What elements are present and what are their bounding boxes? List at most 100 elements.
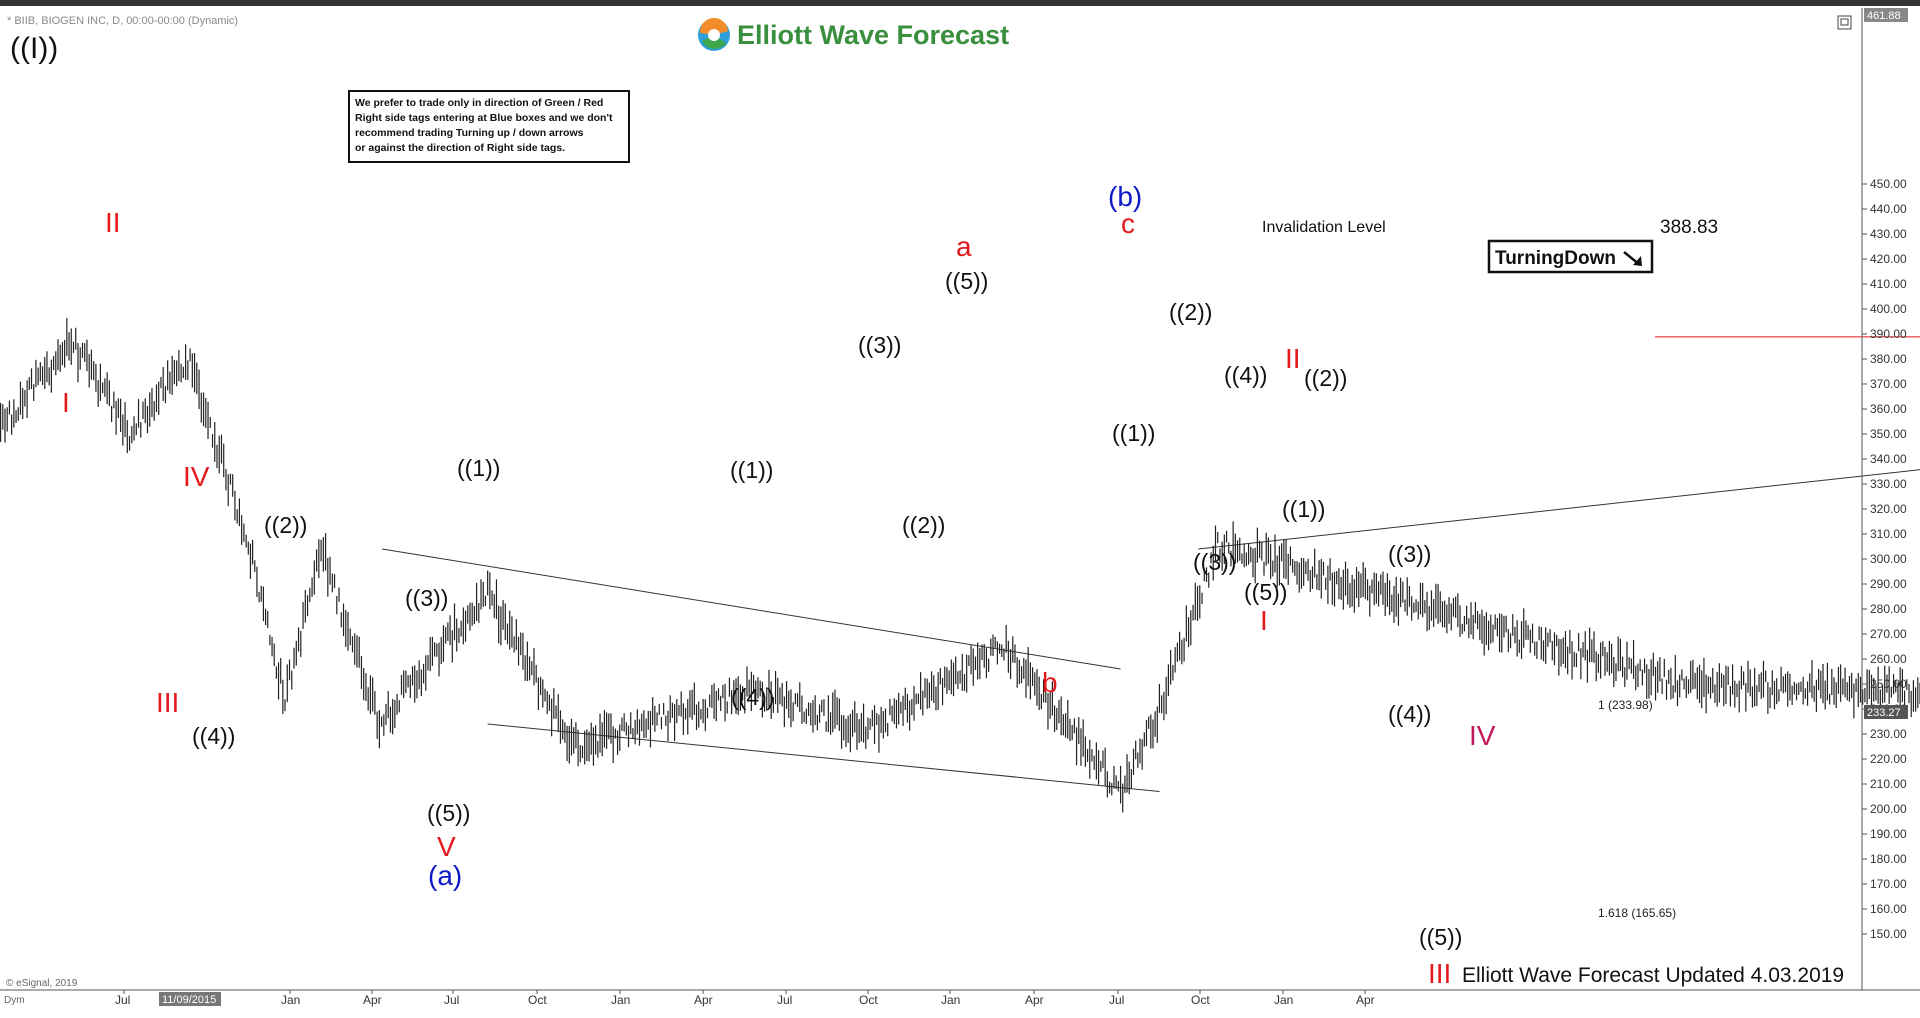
y-tick-label: 340.00 — [1870, 452, 1907, 466]
y-tick-label: 330.00 — [1870, 477, 1907, 491]
box-top-label: 1 (233.98) — [1598, 698, 1653, 712]
price-bars — [0, 318, 1920, 813]
wave-label: ((5)) — [1419, 924, 1462, 950]
x-tick-label: Oct — [528, 993, 547, 1007]
wave-label: ((2)) — [1169, 299, 1212, 325]
wave-label: ((4)) — [192, 723, 235, 749]
invalidation-value: 388.83 — [1660, 217, 1718, 238]
y-tick-label: 280.00 — [1870, 602, 1907, 616]
last-price: 461.88 — [1867, 10, 1901, 22]
logo-text: Elliott Wave Forecast — [737, 20, 1009, 50]
y-tick-label: 420.00 — [1870, 252, 1907, 266]
x-tick-label: Apr — [363, 993, 382, 1007]
note-line-1: We prefer to trade only in direction of … — [355, 97, 603, 109]
wave-label: III — [1428, 958, 1451, 989]
x-tick-label: Oct — [1191, 993, 1210, 1007]
y-tick-label: 150.00 — [1870, 927, 1907, 941]
y-tick-label: 440.00 — [1870, 202, 1907, 216]
y-tick-label: 370.00 — [1870, 377, 1907, 391]
trading-note-box — [348, 90, 630, 163]
wave-label: ((1)) — [457, 455, 500, 481]
wave-label: ((2)) — [902, 512, 945, 538]
x-tick-label: Jan — [611, 993, 630, 1007]
wave-label: (b) — [1108, 181, 1142, 212]
wave-label: ((I)) — [10, 32, 58, 65]
wave-label: ((3)) — [405, 585, 448, 611]
wave-label: ((3)) — [1388, 541, 1431, 567]
wave-label: ((4)) — [731, 684, 774, 710]
wave-label: II — [1285, 343, 1301, 374]
last-price-tag — [1864, 8, 1908, 22]
symbol-line: * BIIB, BIOGEN INC, D, 00:00-00:00 (Dyna… — [7, 15, 238, 27]
x-tick-label: Jan — [1274, 993, 1293, 1007]
trendline — [382, 548, 1121, 670]
x-tick-label: Apr — [694, 993, 713, 1007]
x-tick-label: Jul — [115, 993, 130, 1007]
trendline — [487, 723, 1160, 792]
wave-label: I — [1260, 605, 1268, 636]
wave-label: I — [62, 387, 70, 418]
y-tick-label: 230.00 — [1870, 727, 1907, 741]
x-tick-label: Jan — [281, 993, 300, 1007]
wave-label: II — [105, 207, 121, 238]
cursor-date-tag — [159, 992, 221, 1006]
y-tick-label: 210.00 — [1870, 777, 1907, 791]
turning-down-text: TurningDown — [1495, 248, 1616, 269]
wave-label: c — [1121, 208, 1135, 239]
x-tick-label: Apr — [1356, 993, 1375, 1007]
y-tick-label: 450.00 — [1870, 177, 1907, 191]
y-tick-label: 400.00 — [1870, 302, 1907, 316]
y-tick-label: 310.00 — [1870, 527, 1907, 541]
cursor-date: 11/09/2015 — [162, 994, 216, 1006]
wave-label: ((1)) — [730, 457, 773, 483]
x-tick-label: Jan — [941, 993, 960, 1007]
y-axis: 150.00 160.00 170.00 180.00 190.00 200.00 210.… — [1862, 177, 1907, 941]
note-line-3: recommend trading Turning up / down arro… — [355, 127, 584, 139]
note-line-4: or against the direction of Right side t… — [355, 142, 565, 154]
y-tick-label: 320.00 — [1870, 502, 1907, 516]
y-tick-label: 300.00 — [1870, 552, 1907, 566]
dym-label: Dym — [4, 995, 25, 1006]
y-tick-label: 350.00 — [1870, 427, 1907, 441]
wave-label: ((3)) — [858, 332, 901, 358]
wave-labels: ((I))IIIIIIIVV(a)((1))((2))((3))((4))((5… — [10, 32, 1496, 989]
y-tick-label: 380.00 — [1870, 352, 1907, 366]
current-price: 233.27 — [1867, 707, 1901, 719]
wave-label: ((4)) — [1388, 701, 1431, 727]
y-tick-label: 200.00 — [1870, 802, 1907, 816]
current-price-tag — [1864, 705, 1908, 719]
top-border — [0, 0, 1920, 6]
trendline — [1198, 469, 1920, 550]
updated-footer: Elliott Wave Forecast Updated 4.03.2019 — [1462, 964, 1844, 987]
x-tick-label: Apr — [1025, 993, 1044, 1007]
y-tick-label: 160.00 — [1870, 902, 1907, 916]
y-tick-label: 250.00 — [1870, 677, 1907, 691]
y-tick-label: 270.00 — [1870, 627, 1907, 641]
down-right-arrow-icon — [1623, 251, 1642, 266]
y-tick-label: 410.00 — [1870, 277, 1907, 291]
y-tick-label: 360.00 — [1870, 402, 1907, 416]
wave-label: ((5)) — [427, 800, 470, 826]
wave-label: ((2)) — [264, 512, 307, 538]
x-tick-label: Jul — [777, 993, 792, 1007]
y-tick-label: 430.00 — [1870, 227, 1907, 241]
y-tick-label: 290.00 — [1870, 577, 1907, 591]
y-tick-label: 190.00 — [1870, 827, 1907, 841]
wave-label: a — [956, 231, 972, 262]
y-tick-label: 180.00 — [1870, 852, 1907, 866]
x-tick-label: Jul — [1109, 993, 1124, 1007]
note-line-2: Right side tags entering at Blue boxes a… — [355, 112, 613, 124]
wave-label: V — [437, 831, 456, 862]
invalidation-label: Invalidation Level — [1262, 219, 1386, 236]
window-restore-icon[interactable] — [1837, 15, 1852, 30]
copyright: © eSignal, 2019 — [6, 978, 78, 989]
wave-label: (a) — [428, 860, 462, 891]
wave-label: IV — [1469, 720, 1496, 751]
wave-label: IV — [183, 461, 210, 492]
wave-label: ((4)) — [1224, 362, 1267, 388]
wave-label: ((2)) — [1304, 365, 1347, 391]
box-bottom-label: 1.618 (165.65) — [1598, 906, 1676, 920]
logo: Elliott Wave Forecast — [698, 17, 1009, 51]
